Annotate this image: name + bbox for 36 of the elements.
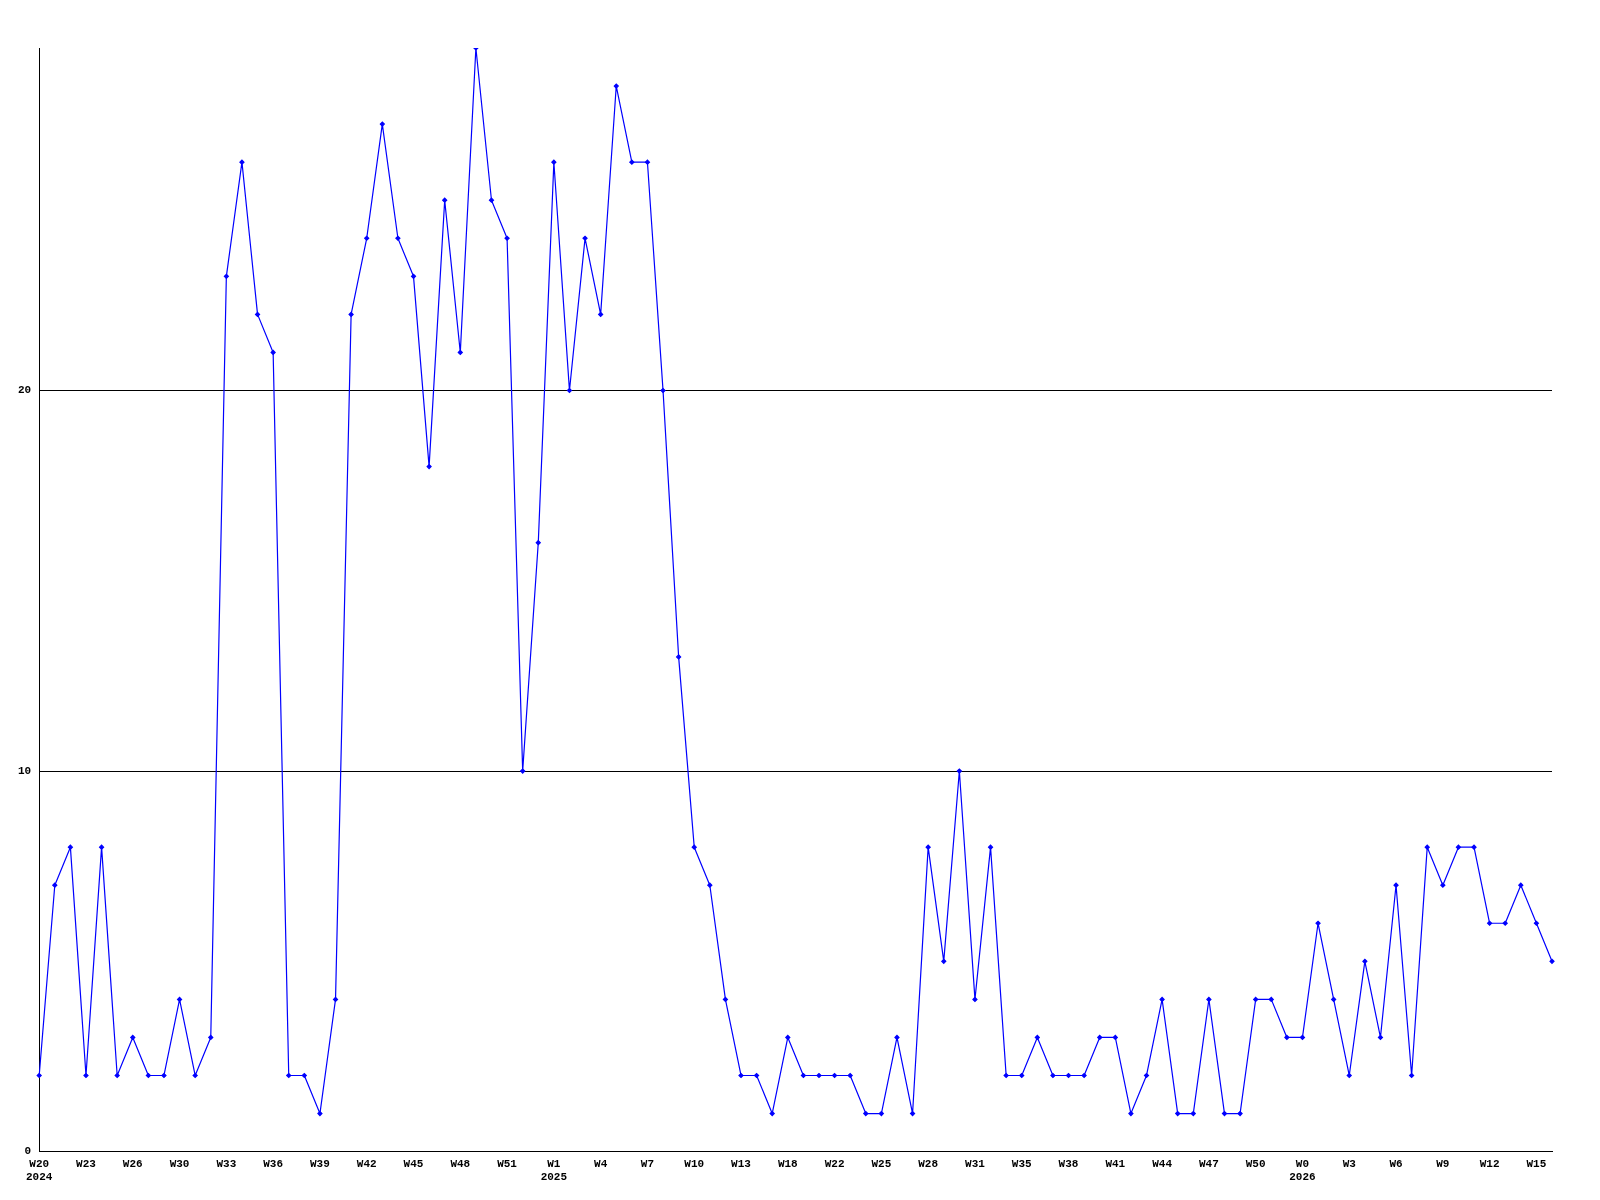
x-tick-label: W15	[1526, 1157, 1547, 1170]
x-tick-label: W25	[871, 1157, 892, 1170]
x-tick-label: W7	[640, 1157, 655, 1170]
x-tick-label: W13	[731, 1157, 752, 1170]
x-tick-label: W6	[1389, 1157, 1403, 1170]
x-tick-label: W12	[1479, 1157, 1500, 1170]
y-tick-label: 10	[18, 764, 32, 777]
y-tick-label: 0	[24, 1145, 32, 1158]
x-tick-label: W42	[356, 1157, 377, 1170]
x-tick-label: W48	[450, 1157, 471, 1170]
x-tick-label: W39	[310, 1157, 330, 1170]
x-tick-label: W18	[777, 1157, 799, 1170]
x-tick-label: W1 2025	[540, 1157, 568, 1184]
x-tick-label: W33	[216, 1157, 237, 1170]
x-tick-label: W45	[403, 1157, 424, 1170]
x-tick-label: W31	[965, 1157, 986, 1170]
x-tick-label: W50	[1245, 1157, 1266, 1170]
x-tick-label: W20 2024	[26, 1157, 53, 1184]
x-tick-label: W10	[684, 1157, 705, 1170]
x-tick-label: W22	[824, 1157, 845, 1170]
x-tick-label: W26	[122, 1157, 143, 1170]
x-tick-label: W23	[76, 1157, 97, 1170]
x-tick-label: W36	[263, 1157, 284, 1170]
x-tick-label: W47	[1198, 1157, 1219, 1170]
x-tick-label: W4	[594, 1157, 608, 1170]
x-tick-label: W51	[497, 1157, 518, 1170]
x-tick-label: W3	[1342, 1157, 1357, 1170]
x-tick-label: W9	[1436, 1157, 1450, 1170]
x-tick-label: W28	[918, 1157, 939, 1170]
x-tick-label: W38	[1058, 1157, 1079, 1170]
x-tick-label: W30	[169, 1157, 190, 1170]
x-tick-label: W35	[1011, 1157, 1033, 1170]
x-tick-label: W41	[1105, 1157, 1126, 1170]
y-tick-label: 20	[18, 384, 32, 397]
x-tick-label: W44	[1152, 1157, 1173, 1170]
x-tick-label: W0 2026	[1289, 1157, 1316, 1184]
